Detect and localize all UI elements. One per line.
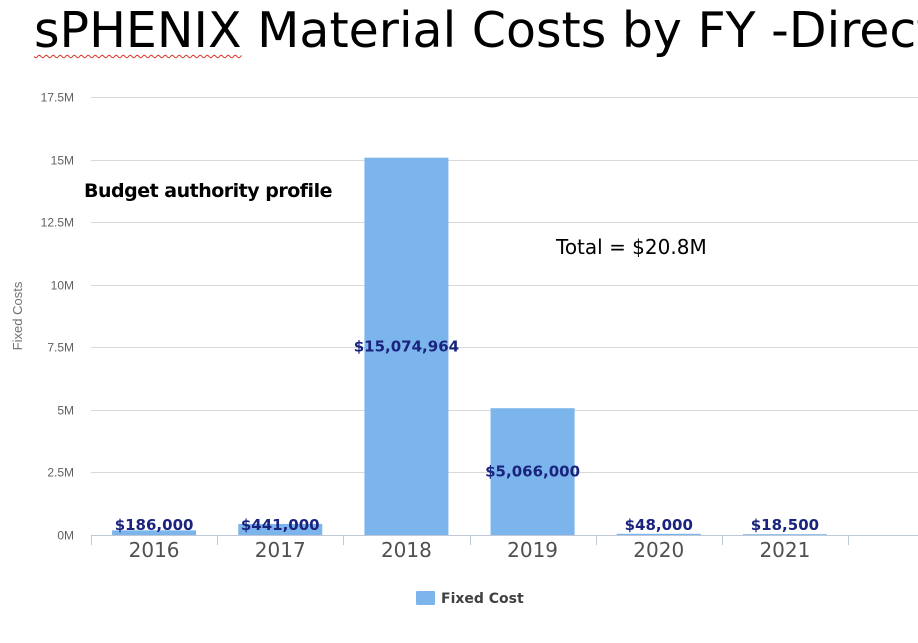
x-tick-label: 2016 [129,538,180,562]
slide-title-rest: Material Costs by FY -Direct [241,2,918,59]
x-tick-label: 2018 [381,538,432,562]
bar-2018[interactable] [364,157,449,535]
bar-2016[interactable] [112,530,197,535]
y-tick-label: 5M [57,404,74,418]
x-tick-label: 2020 [633,538,684,562]
bars [112,157,827,535]
slide-title: sPHENIX Material Costs by FY -Direct [34,2,918,59]
x-tick-label: 2017 [255,538,306,562]
y-tick-label: 15M [51,154,74,168]
y-tick-label: 0M [57,529,74,543]
slide-title-lead: sPHENIX [34,2,242,59]
x-tick-label: 2019 [507,538,558,562]
y-tick-label: 12.5M [41,216,74,230]
data-labels: $186,000 $441,000 $15,074,964 $5,066,000 $48… [115,337,819,534]
y-tick-label: 7.5M [47,341,74,355]
data-label: $5,066,000 [485,463,580,481]
total-annotation: Total = $20.8M [556,235,707,259]
legend-label: Fixed Cost [441,591,524,607]
y-axis-title: Fixed Costs [10,281,25,350]
data-label: $186,000 [115,516,194,534]
y-tick-label: 10M [51,279,74,293]
legend-swatch [416,591,435,605]
data-label: $441,000 [241,516,320,534]
bar-2020[interactable] [616,533,701,535]
x-axis [91,535,918,545]
grid-layer [91,97,918,473]
bar-2019[interactable] [490,408,575,535]
data-label: $18,500 [751,516,819,534]
y-tick-label: 17.5M [41,91,74,105]
data-label: $15,074,964 [354,337,459,355]
bar-2017[interactable] [238,523,323,535]
y-tick-label: 2.5M [47,466,74,480]
x-tick-label: 2021 [759,538,810,562]
y-axis-ticks: 0M 2.5M 5M 7.5M 10M 12.5M 15M 17.5M [41,91,74,543]
budget-authority-annotation: Budget authority profile [84,180,332,202]
bar-2021[interactable] [742,534,827,535]
data-label: $48,000 [625,516,693,534]
x-axis-labels: 2016 2017 2018 2019 2020 2021 [129,538,811,562]
legend[interactable]: Fixed Cost [416,591,524,607]
